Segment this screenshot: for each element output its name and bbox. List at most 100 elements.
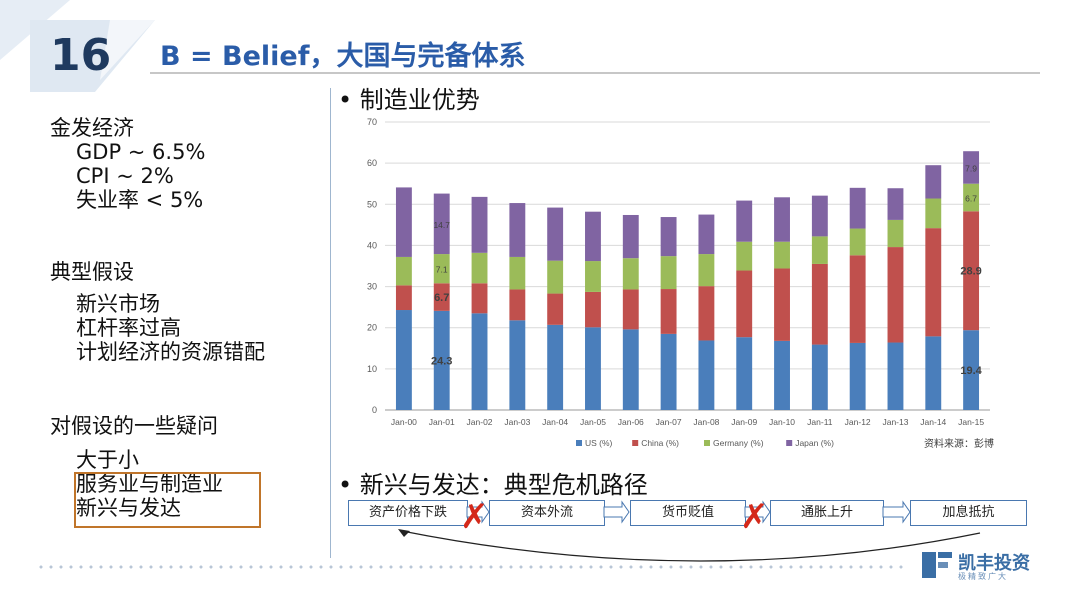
bar-segment <box>774 241 790 269</box>
footer-dotted-line <box>36 565 906 569</box>
x-tick-label: Jan-12 <box>845 417 871 427</box>
bar-segment <box>698 214 715 255</box>
y-tick-label: 10 <box>367 364 377 374</box>
bar-segment <box>811 195 828 237</box>
group1-item: GDP ~ 6.5% <box>76 140 206 164</box>
group3-item: 服务业与制造业 <box>76 472 223 496</box>
y-tick-label: 20 <box>367 323 377 333</box>
red-cross-icon: ✗ <box>740 497 769 537</box>
group2-item: 新兴市场 <box>76 292 160 316</box>
bar-segment <box>736 270 753 338</box>
bar-segment <box>433 283 450 311</box>
bar-segment <box>509 256 526 290</box>
bar-segment <box>736 241 753 271</box>
x-tick-label: Jan-13 <box>882 417 908 427</box>
x-tick-label: Jan-04 <box>542 417 568 427</box>
bar-segment <box>622 289 639 330</box>
column-divider <box>330 88 331 558</box>
legend-swatch <box>704 440 710 446</box>
legend-swatch <box>632 440 639 446</box>
group1-item: CPI ~ 2% <box>76 164 174 188</box>
group3-heading: 对假设的一些疑问 <box>50 414 218 438</box>
section-bullet-crisis-path: • 新兴与发达：典型危机路径 <box>338 471 648 499</box>
bar-segment <box>698 286 715 341</box>
bar-segment <box>849 228 866 256</box>
group1-item: 失业率 < 5% <box>76 188 204 212</box>
bar-segment <box>471 252 488 284</box>
bar-segment <box>849 187 866 229</box>
bar-segment <box>395 285 412 311</box>
group2-item: 杠杆率过高 <box>76 316 181 340</box>
bar-segment <box>849 342 866 410</box>
flow-step-currency-depreciation: 货币贬值 <box>630 500 746 526</box>
bar-segment <box>736 200 753 242</box>
bar-segment <box>963 211 980 331</box>
bar-segment <box>925 198 942 229</box>
slide-number: 16 <box>50 30 112 81</box>
bar-segment <box>887 188 904 220</box>
company-logo-name: 凯丰投资 <box>958 553 1030 574</box>
bar-segment <box>736 337 753 410</box>
bar-segment <box>509 203 526 257</box>
bar-segment <box>660 289 677 334</box>
bar-segment <box>547 293 564 325</box>
bar-segment <box>622 329 639 410</box>
data-label: 6.7 <box>965 193 977 203</box>
bar-segment <box>433 254 450 284</box>
bar-segment <box>471 196 488 253</box>
data-label: 14.7 <box>433 220 450 230</box>
bar-segment <box>585 327 601 410</box>
data-label: 28.9 <box>960 266 981 278</box>
highlight-box <box>74 472 261 528</box>
group1-heading: 金发经济 <box>50 116 134 140</box>
bar-segment <box>471 313 488 410</box>
bar-segment <box>925 336 942 410</box>
group3-item: 新兴与发达 <box>76 496 181 520</box>
bar-segment <box>811 344 828 410</box>
bar-segment <box>547 324 564 410</box>
company-logo-icon <box>922 552 952 578</box>
left-group-2: 典型假设 新兴市场 杠杆率过高 计划经济的资源错配 <box>50 260 265 364</box>
bar-segment <box>887 247 904 343</box>
y-tick-label: 40 <box>367 240 377 250</box>
bar-segment <box>585 291 601 328</box>
bar-segment <box>887 342 904 410</box>
arrow-right-icon <box>466 500 490 524</box>
bar-segment <box>963 151 980 184</box>
left-group-3: 对假设的一些疑问 大于小 服务业与制造业 新兴与发达 <box>50 414 223 520</box>
x-tick-label: Jan-03 <box>504 417 530 427</box>
data-label: 7.9 <box>965 163 977 173</box>
y-tick-label: 0 <box>372 405 377 415</box>
bar-segment <box>622 258 639 290</box>
x-tick-label: Jan-01 <box>429 417 455 427</box>
chart-source-note: 资料来源：彭博 <box>924 437 994 450</box>
legend-label: China (%) <box>641 438 679 448</box>
stacked-bar-chart: 0 10 20 30 40 50 60 70 Jan-00 Jan-01 Jan-02 Jan-03 J… <box>367 117 994 450</box>
return-loop-arrow <box>401 530 981 562</box>
title-divider <box>150 72 1040 74</box>
flow-step-asset-price-fall: 资产价格下跌 <box>348 500 468 526</box>
x-tick-label: Jan-05 <box>580 417 606 427</box>
flow-step-rate-hike: 加息抵抗 <box>910 500 1027 526</box>
slide-title: B = Belief，大国与完备体系 <box>160 41 526 72</box>
x-tick-label: Jan-00 <box>391 417 417 427</box>
group2-item: 计划经济的资源错配 <box>76 340 265 364</box>
y-tick-label: 60 <box>367 158 377 168</box>
bar-segment <box>660 217 677 257</box>
data-label: 7.1 <box>436 265 448 275</box>
bar-segment <box>811 236 828 264</box>
bar-segment <box>547 207 564 261</box>
group3-item: 大于小 <box>76 448 139 472</box>
bar-segment <box>660 256 677 290</box>
corner-decoration <box>0 0 155 92</box>
bar-segment <box>509 289 526 321</box>
bar-segment <box>433 310 450 410</box>
bar-segment <box>698 254 715 287</box>
bar-segment <box>660 333 677 410</box>
bar-segment <box>395 310 412 410</box>
bar-segment <box>395 187 412 257</box>
bar-segment <box>925 165 942 199</box>
data-label: 24.3 <box>431 355 452 367</box>
flow-step-capital-outflow: 资本外流 <box>489 500 605 526</box>
data-label: 19.4 <box>960 365 982 377</box>
